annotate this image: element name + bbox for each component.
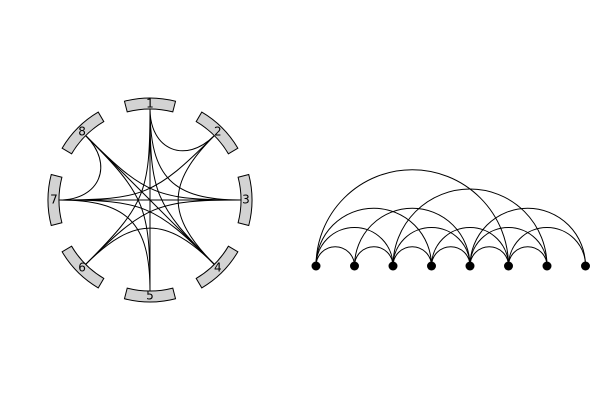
chord-edge-7-5 <box>58 199 151 292</box>
chord-segment-4 <box>195 245 239 289</box>
chord-segments <box>47 97 253 303</box>
arc-node-7 <box>542 261 552 271</box>
chord-segment-5 <box>123 287 177 303</box>
chord-edge-1-3 <box>149 108 242 201</box>
chord-edge-1-4 <box>149 108 215 265</box>
chord-segment-1 <box>123 97 177 113</box>
arc-edge-1-3 <box>315 227 394 267</box>
arc-edge-4-5 <box>431 246 471 267</box>
chord-segment-3 <box>237 173 253 227</box>
chord-node-label-1: 1 <box>146 97 154 111</box>
chord-edge-5-8 <box>85 135 151 292</box>
arc-node-5 <box>465 261 475 271</box>
arc-edge-5-6 <box>469 246 509 267</box>
arc-edge-6-8 <box>508 227 586 267</box>
chord-edge-4-7 <box>58 199 215 265</box>
chord-diagram: 1 2 3 4 5 6 7 8 <box>47 97 253 303</box>
arc-edge-4-6 <box>431 227 509 267</box>
arc-node-3 <box>388 261 398 271</box>
arc-node-4 <box>427 261 436 271</box>
arc-edge-6-7 <box>508 246 548 267</box>
arc-diagram <box>311 169 590 271</box>
arc-node-6 <box>504 261 513 271</box>
chord-node-label-7: 7 <box>50 193 58 207</box>
arc-edge-1-4 <box>315 207 432 267</box>
arc-edge-2-3 <box>354 246 394 267</box>
arc-edge-3-5 <box>392 227 471 267</box>
chord-segment-8 <box>61 111 105 155</box>
chord-edge-4-6 <box>85 227 215 265</box>
arc-edge-2-5 <box>354 207 471 267</box>
chord-labels: 1 2 3 4 5 6 7 8 <box>50 97 250 303</box>
chord-segment-2 <box>195 111 239 155</box>
chord-edge-1-6 <box>85 108 151 265</box>
arc-edge-5-8 <box>469 207 586 267</box>
chord-edge-1-2 <box>149 108 215 152</box>
arc-node-8 <box>581 261 590 271</box>
arc-node-1 <box>311 261 321 271</box>
chord-edge-3-8 <box>85 135 242 201</box>
arc-node-2 <box>350 261 359 271</box>
chord-segment-7 <box>47 173 63 227</box>
chord-node-label-4: 4 <box>214 260 222 274</box>
arc-edge-5-7 <box>469 227 548 267</box>
chord-edge-6-3 <box>85 199 242 265</box>
arc-edge-1-6 <box>315 169 509 267</box>
arc-edge-1-2 <box>315 246 355 267</box>
arc-nodes <box>311 261 590 271</box>
chord-node-label-6: 6 <box>78 260 86 274</box>
chord-node-label-5: 5 <box>146 289 154 303</box>
chord-segment-6 <box>61 245 105 289</box>
chord-node-label-2: 2 <box>214 125 222 139</box>
arc-edges <box>315 169 586 267</box>
chord-node-label-3: 3 <box>242 193 250 207</box>
arc-edge-3-4 <box>392 246 432 267</box>
chord-edge-2-7 <box>58 135 215 201</box>
chord-node-label-8: 8 <box>78 125 86 139</box>
chord-edges <box>58 108 242 292</box>
chord-edge-7-8 <box>58 135 102 201</box>
arc-edge-3-7 <box>392 188 548 267</box>
